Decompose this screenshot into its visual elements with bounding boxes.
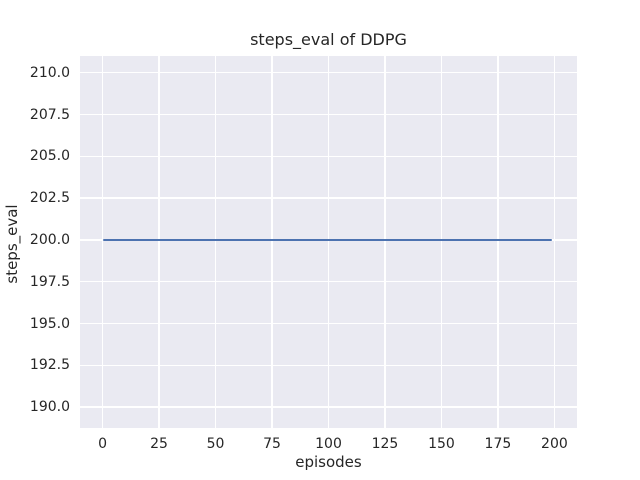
x-tick-label: 0 (98, 436, 108, 452)
x-gridline (440, 56, 443, 428)
x-tick-label: 150 (428, 436, 455, 452)
y-tick-label: 210.0 (29, 64, 70, 81)
y-tick-label: 205.0 (29, 148, 70, 165)
y-tick-label: 192.5 (29, 357, 70, 374)
x-gridline (497, 56, 499, 428)
x-gridline (214, 56, 217, 428)
x-gridline (101, 56, 104, 428)
y-tick-label: 190.0 (29, 399, 70, 416)
x-tick-label: 25 (150, 436, 168, 452)
y-tick-label: 195.0 (29, 315, 70, 332)
x-gridline (327, 56, 330, 428)
x-gridline (158, 56, 160, 428)
x-tick-label: 50 (206, 436, 225, 452)
y-tick-label: 197.5 (29, 273, 70, 290)
x-tick-label: 75 (263, 436, 281, 452)
chart-title: steps_eval of DDPG (250, 30, 407, 49)
y-tick-label: 200.0 (29, 231, 70, 248)
y-tick-label: 207.5 (29, 106, 70, 123)
x-tick-label: 200 (541, 436, 568, 452)
x-tick-label: 100 (315, 436, 342, 452)
x-axis-label: episodes (295, 453, 362, 471)
x-gridline (271, 56, 273, 428)
x-gridline (384, 56, 386, 428)
x-tick-label: 125 (371, 436, 399, 452)
x-gridline (553, 56, 556, 428)
y-tick-label: 202.5 (29, 190, 70, 207)
plot-area (80, 56, 577, 428)
x-tick-label: 175 (484, 436, 512, 452)
series-line-steps_eval (102, 238, 553, 241)
